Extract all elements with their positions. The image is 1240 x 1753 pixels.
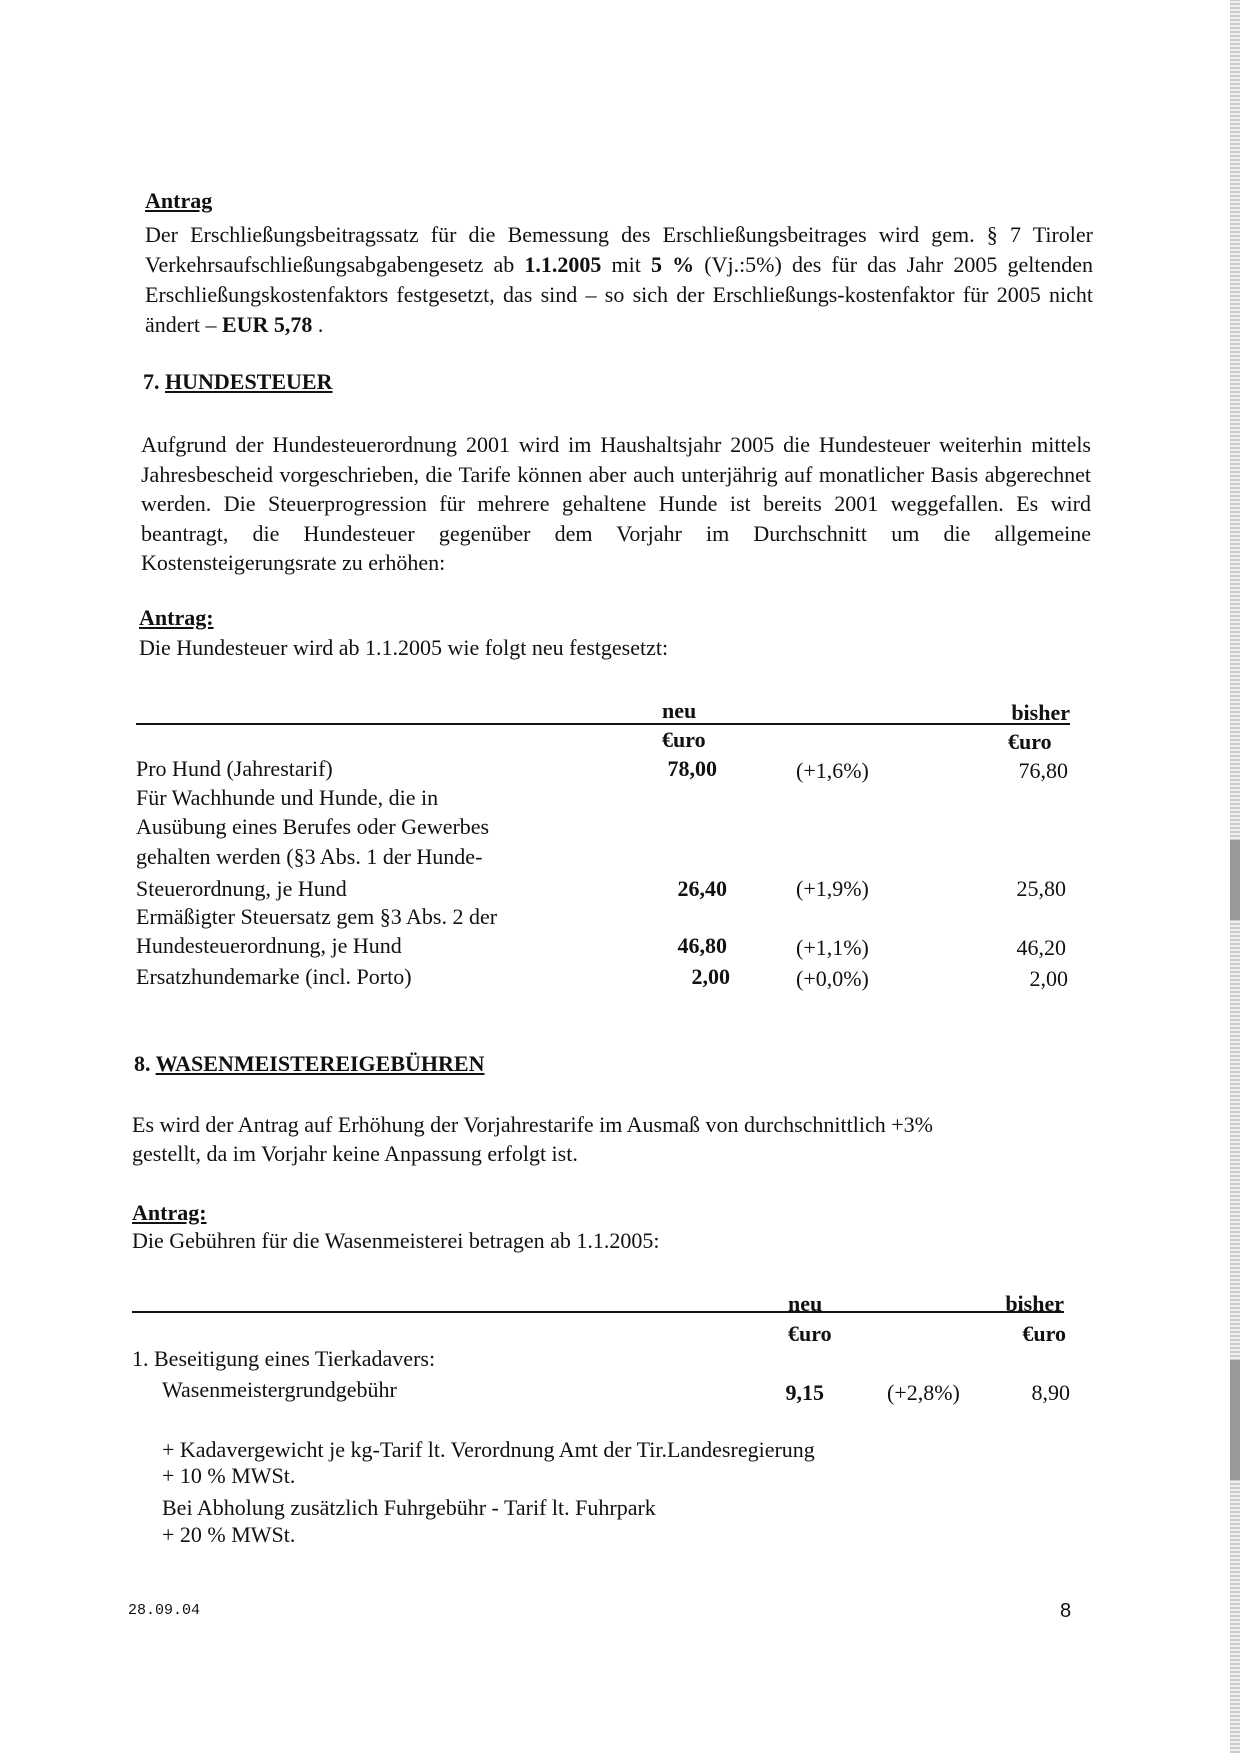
- section-8-heading: 8. WASENMEISTEREIGEBÜHREN: [134, 1051, 485, 1076]
- section-7-heading: 7. HUNDESTEUER: [143, 369, 333, 394]
- scan-edge-dark: [1230, 1360, 1240, 1480]
- row-label: gehalten werden (§3 Abs. 1 der Hunde-: [136, 844, 483, 869]
- antrag-paragraph: Der Erschließungsbeitragssatz für die Be…: [145, 222, 1094, 337]
- note-line: + 20 % MWSt.: [162, 1522, 296, 1547]
- table-intro: Die Gebühren für die Wasenmeisterei betr…: [132, 1228, 660, 1253]
- col-header-old: bisher: [1011, 700, 1070, 725]
- section-8-paragraph-line: gestellt, da im Vorjahr keine Anpassung …: [132, 1141, 578, 1166]
- item-heading: 1. Beseitigung eines Tierkadavers:: [132, 1346, 436, 1371]
- antrag-heading: Antrag:: [132, 1200, 207, 1225]
- value-change: (+1,6%): [796, 758, 869, 783]
- section-8-paragraph-line: Es wird der Antrag auf Erhöhung der Vorj…: [132, 1112, 933, 1137]
- value-change: (+1,1%): [796, 935, 869, 960]
- value-new: 2,00: [691, 964, 731, 989]
- value-old: 2,00: [1029, 966, 1069, 991]
- value-change: (+1,9%): [796, 876, 869, 901]
- antrag-heading: Antrag: [145, 188, 213, 213]
- row-label: Ermäßigter Steuersatz gem §3 Abs. 2 der: [136, 904, 498, 929]
- value-new: 26,40: [677, 876, 728, 901]
- row-label: Steuerordnung, je Hund: [136, 876, 347, 901]
- value-change: (+2,8%): [887, 1380, 960, 1405]
- antrag-heading: Antrag:: [139, 605, 214, 630]
- unit-old: €uro: [1008, 729, 1052, 754]
- col-header-new: neu: [662, 698, 697, 723]
- row-label: Ausübung eines Berufes oder Gewerbes: [136, 814, 490, 839]
- row-label: Für Wachhunde und Hunde, die in: [136, 785, 439, 810]
- value-old: 76,80: [1018, 758, 1069, 783]
- value-new: 78,00: [667, 756, 718, 781]
- section-7-paragraph: Aufgrund der Hundesteuerordnung 2001 wir…: [141, 432, 1091, 575]
- footer-date: 28.09.04: [128, 1602, 201, 1619]
- value-new: 9,15: [785, 1380, 825, 1405]
- col-header-old: bisher: [1005, 1291, 1064, 1316]
- value-new: 46,80: [677, 933, 728, 958]
- row-label: Ersatzhundemarke (incl. Porto): [136, 964, 412, 989]
- note-line: Bei Abholung zusätzlich Fuhrgebühr - Tar…: [162, 1495, 656, 1520]
- table-intro: Die Hundesteuer wird ab 1.1.2005 wie fol…: [139, 635, 669, 660]
- page-number: 8: [1060, 1600, 1072, 1622]
- row-label: Hundesteuerordnung, je Hund: [136, 933, 402, 958]
- note-line: + Kadavergewicht je kg-Tarif lt. Verordn…: [162, 1437, 815, 1462]
- table-rule: [132, 1311, 1064, 1313]
- unit-new: €uro: [662, 727, 706, 752]
- table-rule: [136, 723, 1070, 725]
- value-old: 8,90: [1031, 1380, 1071, 1405]
- col-header-new: neu: [788, 1291, 823, 1316]
- row-label: Pro Hund (Jahrestarif): [136, 756, 333, 781]
- item-label: Wasenmeistergrundgebühr: [162, 1377, 397, 1402]
- value-old: 25,80: [1016, 876, 1067, 901]
- value-old: 46,20: [1016, 935, 1067, 960]
- scan-edge-dark: [1230, 840, 1240, 920]
- value-change: (+0,0%): [796, 966, 869, 991]
- unit-old: €uro: [1022, 1321, 1066, 1346]
- unit-new: €uro: [788, 1321, 832, 1346]
- note-line: + 10 % MWSt.: [162, 1463, 296, 1488]
